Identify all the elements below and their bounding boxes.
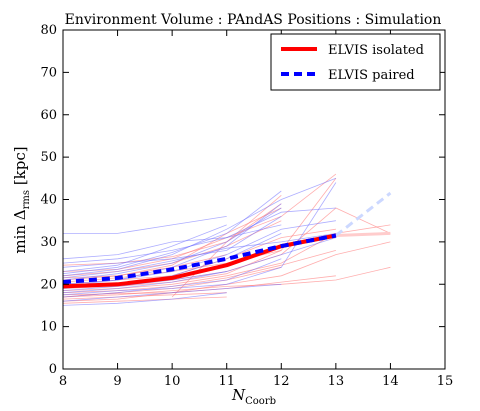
background-line-35 [62,233,336,279]
background-line-24 [62,207,282,281]
background-line-19 [62,283,282,302]
legend-label-paired: ELVIS paired [328,68,415,83]
x-tick-label: 13 [328,374,345,389]
background-line-25 [62,177,337,277]
background-line-34 [62,182,337,296]
main-series-lines [62,233,337,289]
background-line-30 [62,224,282,260]
x-tick-label: 9 [113,374,121,389]
background-line-32 [62,190,282,275]
x-tick-label: 12 [273,374,290,389]
background-line-27 [62,216,282,268]
legend: ELVIS isolated ELVIS paired [270,33,441,91]
y-axis-title-sub: rms [21,190,32,209]
y-tick-label: 40 [40,193,57,208]
x-axis-title-sub: Coorb [245,396,276,407]
background-line-8 [62,194,282,266]
y-tick-label: 0 [49,362,57,377]
y-axis-title-unit: [kpc] [11,146,29,190]
background-line-20 [62,258,282,298]
extrapolation-line-1 [334,191,392,237]
x-axis-title: NCoorb [231,386,276,407]
background-line-28 [62,207,336,264]
y-tick-label: 20 [40,277,57,292]
series-line-isolated [62,233,337,289]
y-tick-label: 70 [40,65,57,80]
legend-box [270,33,441,91]
x-tick-label: 8 [59,374,67,389]
background-line-7 [62,173,337,272]
y-tick-label: 10 [40,320,57,335]
background-line-9 [62,296,227,304]
chart-title: Environment Volume : PAndAS Positions : … [65,12,442,28]
y-tick-label: 80 [40,23,57,38]
extrapolation-line-0 [335,231,391,237]
background-lines [62,173,391,306]
background-line-33 [62,271,227,291]
y-tick-label: 60 [40,108,57,123]
background-line-13 [62,266,391,298]
axis-ticks [62,29,446,370]
legend-label-isolated: ELVIS isolated [328,43,424,58]
series-line-paired [62,233,337,285]
x-tick-label: 14 [382,374,399,389]
x-tick-label: 11 [218,374,235,389]
background-line-21 [62,237,337,294]
y-tick-label: 50 [40,150,57,165]
background-line-5 [62,254,227,281]
extrapolation-lines [334,191,392,237]
background-line-29 [62,292,227,306]
y-axis-title-main: min Δ [11,209,29,253]
axis-tick-labels: 8 9 10 11 12 13 14 15 0 10 20 30 40 50 60 70 80 [40,23,453,389]
y-tick-label: 30 [40,235,57,250]
x-tick-label: 10 [164,374,181,389]
background-line-26 [62,224,227,272]
background-line-18 [63,216,227,234]
background-line-31 [62,203,282,287]
x-tick-label: 15 [437,374,454,389]
background-line-16 [62,207,282,279]
y-axis-title: min Δrms [kpc] [11,146,32,253]
x-axis-title-main: N [231,386,246,404]
